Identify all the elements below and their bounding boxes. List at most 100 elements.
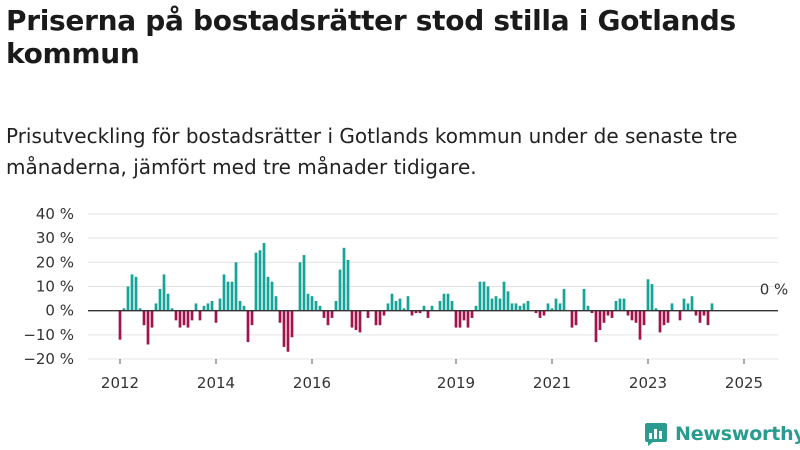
bar [270,281,274,311]
bar [346,259,350,311]
bar [154,303,158,311]
bar [538,310,542,318]
logo-text: Newsworthy [675,423,800,445]
bar [178,310,182,328]
bar [310,296,314,311]
bar [594,310,598,343]
bar [326,310,330,326]
bar [658,310,662,333]
bar [694,310,698,316]
x-tick-label: 2014 [197,374,235,392]
bar [614,301,618,311]
bar [314,301,318,311]
bar [470,310,474,318]
bar [418,310,422,314]
bar [526,301,530,311]
bar [550,308,554,311]
bar [318,305,322,311]
bar [242,305,246,311]
bar [598,310,602,330]
bar [354,310,358,330]
bar [198,310,202,321]
bar [662,310,666,326]
bar [454,310,458,328]
bar [710,303,714,311]
bar [682,298,686,311]
bar [382,310,386,316]
bar [438,301,442,311]
bar [654,308,658,311]
bar [446,293,450,311]
bar [174,310,178,321]
bar [134,276,138,311]
bar [298,262,302,311]
bar [118,310,122,340]
bar [390,293,394,311]
bar [702,310,706,316]
bar [646,279,650,311]
bar [634,310,638,323]
bar [306,293,310,311]
bar [206,303,210,311]
bar [606,310,610,316]
bar [422,305,426,311]
bar [230,281,234,311]
bar [498,298,502,311]
bar [670,303,674,311]
bar [262,243,266,311]
bar [210,301,214,311]
bar [522,303,526,311]
bar [690,296,694,311]
bar [686,303,690,311]
y-tick-label: 30 % [36,229,74,247]
bar [426,310,430,318]
y-tick-label: 10 % [36,278,74,296]
bar [394,301,398,311]
bar [398,298,402,311]
bar [542,310,546,316]
bar [358,310,362,333]
bar [570,310,574,328]
bar [234,262,238,311]
bar [482,281,486,311]
bar [638,310,642,340]
y-tick-label: −10 % [23,326,74,344]
bar [494,296,498,311]
newsworthy-icon [645,423,667,446]
bar [622,298,626,311]
y-tick-label: 20 % [36,253,74,271]
x-tick-label: 2021 [533,374,571,392]
x-axis-labels: 2012 2014 2016 2019 2021 2023 2025 [101,359,763,392]
bar [558,303,562,311]
bar [414,310,418,314]
bar [274,296,278,311]
bar [486,286,490,311]
bar [450,301,454,311]
bar [462,310,466,321]
bar [158,288,162,311]
bar [266,276,270,311]
bar [490,298,494,311]
x-tick-label: 2025 [725,374,763,392]
bar [130,274,134,311]
bar [378,310,382,326]
bar [202,305,206,311]
bar [534,310,538,314]
bar [138,308,142,311]
bar [642,310,646,326]
bar [238,301,242,311]
bar [170,308,174,311]
y-tick-label: −20 % [23,350,74,368]
bar [330,310,334,318]
bar [302,255,306,311]
bar [678,310,682,321]
bar [518,305,522,311]
bar [350,310,354,328]
bar [618,298,622,311]
bar [150,310,154,328]
bar [322,310,326,318]
bar [502,281,506,311]
bar [374,310,378,326]
bar-chart: 40 %30 %20 %10 %0 %−10 %−20 % 2012 2014 20… [23,205,788,392]
bar [186,310,190,328]
